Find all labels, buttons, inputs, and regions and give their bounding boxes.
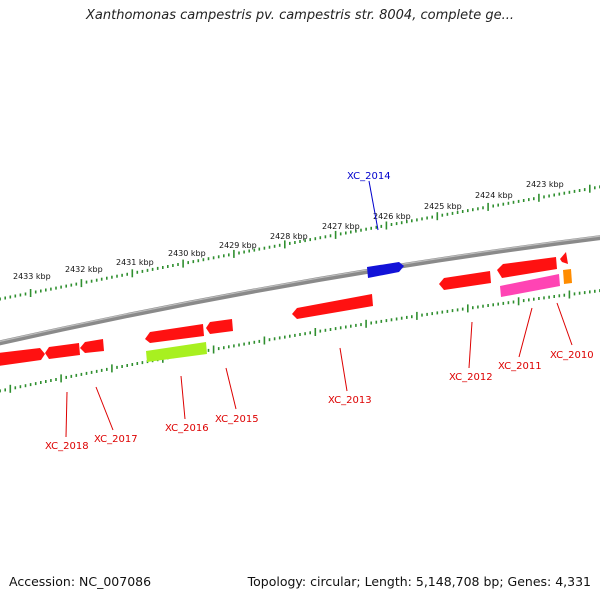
kbp-label: 2429 kbp xyxy=(219,241,257,250)
gene-arrow-xc-2014[interactable] xyxy=(367,262,404,278)
kbp-labels: 2423 kbp 2424 kbp 2425 kbp 2426 kbp 2427… xyxy=(13,180,564,281)
kbp-label: 2431 kbp xyxy=(116,258,154,267)
kbp-label: 2432 kbp xyxy=(65,265,103,274)
gene-label-xc-2014[interactable]: XC_2014 xyxy=(347,171,391,182)
gene-arrow-xc-2010-orange[interactable] xyxy=(563,269,572,284)
gene-arrow-xc-2011[interactable] xyxy=(500,274,560,297)
lower-scale-ticks xyxy=(0,289,600,393)
gene-arrow-xc-2016-upper[interactable] xyxy=(145,324,204,343)
gene-label-xc-2017[interactable]: XC_2017 xyxy=(94,434,138,445)
map-title: Xanthomonas campestris pv. campestris st… xyxy=(86,8,514,23)
gene-label-xc-2013[interactable]: XC_2013 xyxy=(328,395,372,406)
label-leaders xyxy=(65,180,573,438)
upper-scale-ticks xyxy=(0,184,600,301)
kbp-label: 2427 kbp xyxy=(322,222,360,231)
gene-arrow-xc-2013[interactable] xyxy=(292,294,373,319)
gene-arrow-xc-2015[interactable] xyxy=(206,319,233,334)
gene-label-xc-2011[interactable]: XC_2011 xyxy=(498,361,542,372)
genome-backbone xyxy=(0,235,600,346)
kbp-label: 2425 kbp xyxy=(424,202,462,211)
gene-label-xc-2018[interactable]: XC_2018 xyxy=(45,441,89,452)
accession-text: Accession: NC_007086 xyxy=(9,574,152,589)
gene-label-xc-2016[interactable]: XC_2016 xyxy=(165,423,209,434)
gene-labels: XC_2014 XC_2010 XC_2011 XC_2012 XC_2013 … xyxy=(45,171,594,452)
gene-label-xc-2010[interactable]: XC_2010 xyxy=(550,350,594,361)
gene-label-xc-2015[interactable]: XC_2015 xyxy=(215,414,259,425)
gene-arrow-xc-2016[interactable] xyxy=(146,342,207,362)
gene-arrow-xc-2011-upper[interactable] xyxy=(497,257,557,278)
gene-features xyxy=(0,252,572,366)
kbp-label: 2428 kbp xyxy=(270,232,308,241)
genome-summary-text: Topology: circular; Length: 5,148,708 bp… xyxy=(247,574,591,589)
gene-arrow-xc-2017[interactable] xyxy=(80,339,104,353)
kbp-label: 2424 kbp xyxy=(475,191,513,200)
gene-arrow-xc-2017b[interactable] xyxy=(45,343,80,359)
gene-arrow-xc-2012[interactable] xyxy=(439,271,491,290)
gene-label-xc-2012[interactable]: XC_2012 xyxy=(449,372,493,383)
gene-arrow-xc-2010[interactable] xyxy=(560,252,568,264)
gene-arrow-xc-2018[interactable] xyxy=(0,348,45,366)
kbp-label: 2426 kbp xyxy=(373,212,411,221)
kbp-label: 2423 kbp xyxy=(526,180,564,189)
kbp-label: 2430 kbp xyxy=(168,249,206,258)
kbp-label: 2433 kbp xyxy=(13,272,51,281)
